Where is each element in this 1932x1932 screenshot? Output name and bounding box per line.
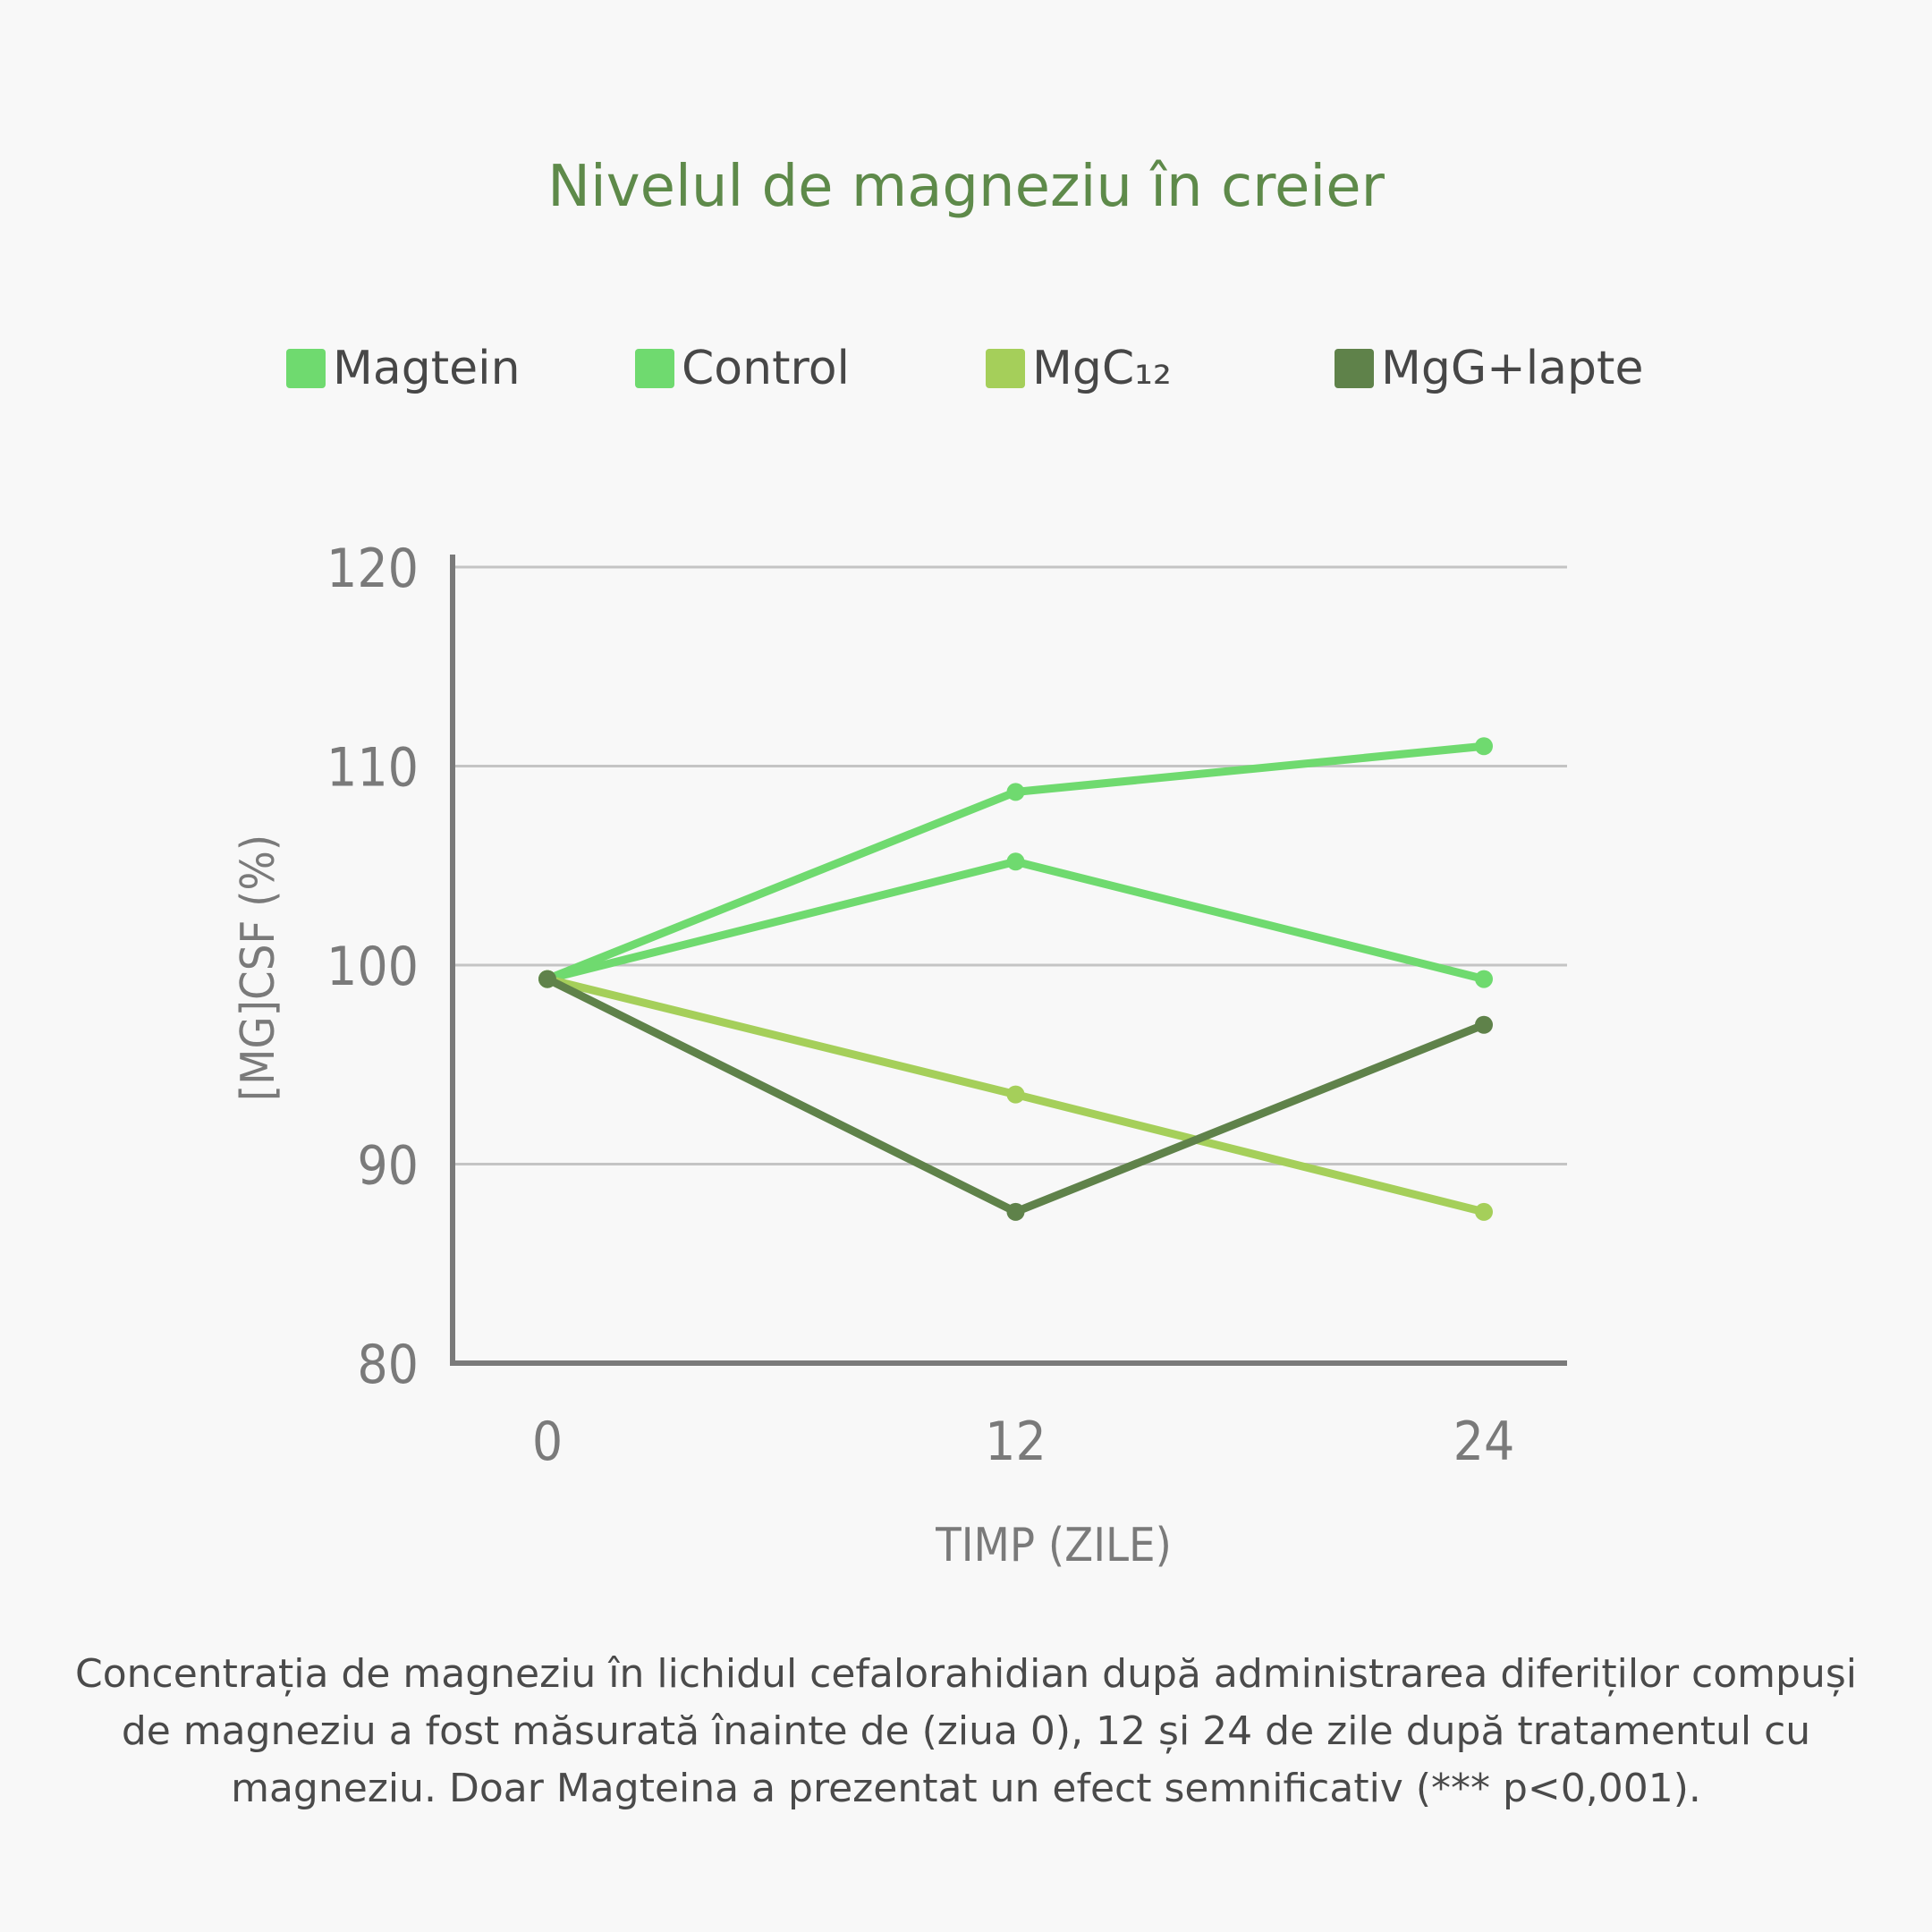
y-tick-labels: 80 90 100 110 120	[326, 538, 419, 1396]
legend-swatch-control	[635, 349, 674, 388]
series-1-point-2	[1475, 970, 1493, 988]
series-2-point-1	[1006, 1085, 1025, 1104]
series-3-point-0	[538, 970, 556, 988]
y-tick-label-90: 90	[357, 1135, 419, 1198]
chart-legend: Magtein Control MgC₁₂ MgG+lapte	[0, 342, 1932, 404]
gridlines	[453, 565, 1567, 1165]
y-axis-title: [MG]CSF (%)	[232, 835, 285, 1101]
axes	[450, 555, 1567, 1366]
x-tick-label-24: 24	[1453, 1411, 1515, 1473]
x-tick-labels: 0 12 24	[532, 1411, 1515, 1473]
x-axis-title: TIMP (ZILE)	[935, 1519, 1172, 1572]
series-0-point-1	[1006, 783, 1025, 801]
legend-label-control: Control	[682, 342, 850, 395]
series-3-point-1	[1006, 1202, 1025, 1221]
chart-caption: Concentrația de magneziu în lichidul cef…	[74, 1651, 1857, 1811]
series-1-point-1	[1006, 852, 1025, 871]
legend-item-magtein: Magtein	[286, 342, 521, 395]
y-tick-label-110: 110	[326, 737, 419, 800]
legend-swatch-magtein	[286, 349, 326, 388]
legend-item-control: Control	[635, 342, 850, 395]
legend-label-mgc12: MgC₁₂	[1032, 342, 1172, 395]
legend-label-mgg-lapte: MgG+lapte	[1381, 342, 1644, 395]
y-tick-label-120: 120	[326, 538, 419, 600]
x-tick-label-0: 0	[532, 1411, 563, 1473]
legend-item-mgg-lapte: MgG+lapte	[1335, 342, 1643, 395]
series-group	[538, 737, 1493, 1221]
series-0-point-2	[1475, 737, 1493, 756]
y-tick-label-80: 80	[357, 1334, 419, 1396]
series-3-point-2	[1475, 1015, 1493, 1034]
legend-swatch-mgc12	[986, 349, 1025, 388]
chart-title: Nivelul de magneziu în creier	[547, 154, 1385, 220]
y-tick-label-100: 100	[326, 936, 419, 998]
legend-label-magtein: Magtein	[333, 342, 521, 395]
legend-swatch-mgg-lapte	[1335, 349, 1374, 388]
series-2-point-2	[1475, 1202, 1493, 1221]
legend-item-mgc12: MgC₁₂	[986, 342, 1172, 395]
x-tick-label-12: 12	[985, 1411, 1046, 1473]
